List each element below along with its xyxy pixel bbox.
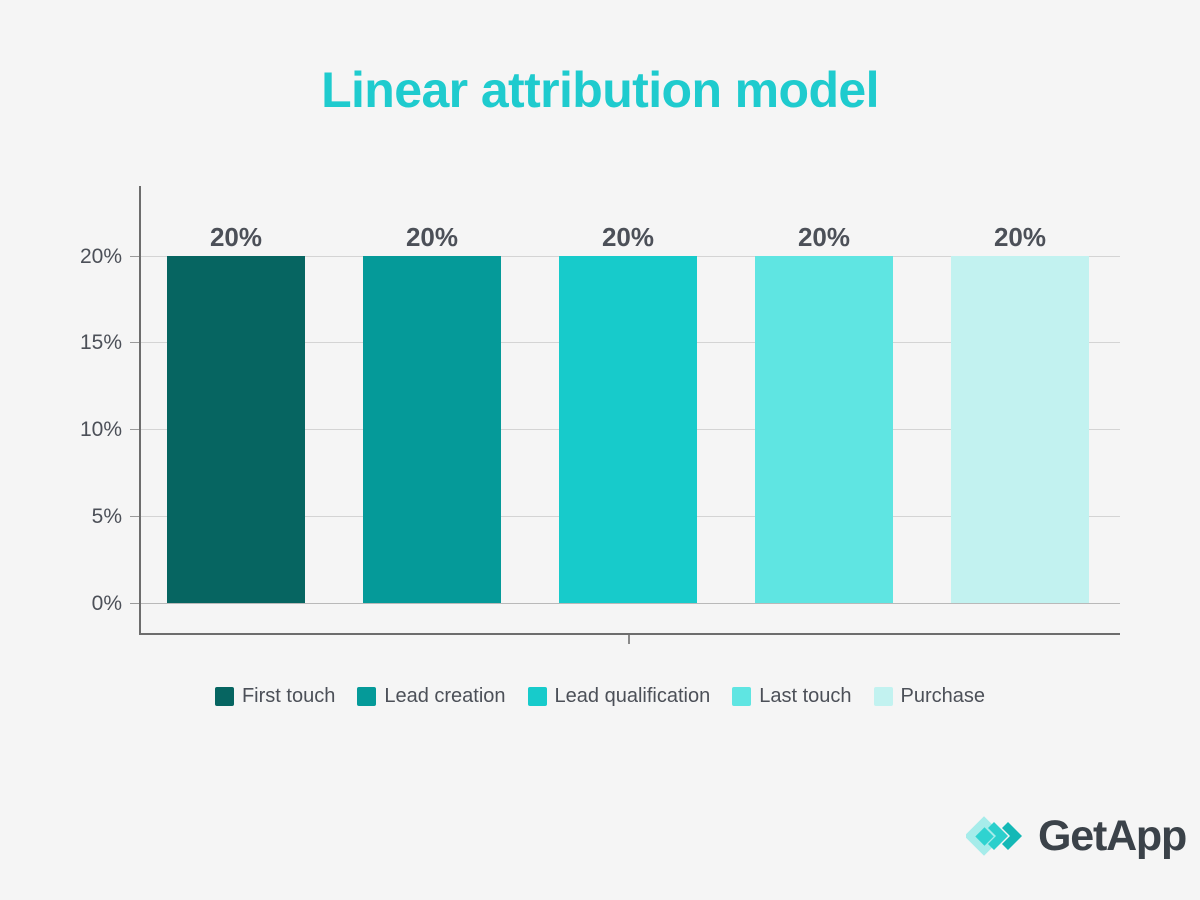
bar-purchase[interactable] — [951, 256, 1089, 603]
legend-label: Purchase — [900, 685, 986, 707]
bar-value-label-first-touch: 20% — [209, 222, 263, 252]
y-axis-label-0: 0% — [91, 592, 122, 615]
legend-label: First touch — [241, 685, 336, 707]
legend-item-purchase[interactable]: Purchase — [873, 684, 986, 708]
y-tick-mark-10 — [130, 429, 140, 430]
legend-label: Lead qualification — [554, 685, 711, 707]
legend-swatch-icon — [357, 686, 377, 706]
brand-wordmark: GetApp — [1038, 812, 1187, 860]
legend-swatch-icon — [732, 686, 752, 706]
legend-label: Last touch — [759, 685, 852, 707]
y-axis-label-5: 5% — [91, 505, 122, 528]
y-axis-label-10: 10% — [79, 418, 122, 441]
legend-swatch-icon — [873, 686, 893, 706]
y-tick-mark-20 — [130, 256, 140, 257]
getapp-logo-icon — [966, 816, 1022, 856]
legend-item-lead-qualification[interactable]: Lead qualification — [527, 684, 711, 708]
brand-logo: GetApp — [966, 810, 1187, 862]
bar-value-label-lead-qualification: 20% — [601, 222, 655, 252]
y-axis-line — [139, 186, 141, 604]
y-tick-mark-0 — [130, 603, 140, 604]
legend-item-last-touch[interactable]: Last touch — [732, 684, 852, 708]
y-axis-label-20: 20% — [79, 245, 122, 268]
bar-value-label-last-touch: 20% — [797, 222, 851, 252]
bar-lead-creation[interactable] — [363, 256, 501, 603]
legend-item-first-touch[interactable]: First touch — [214, 684, 336, 708]
x-axis-line — [139, 633, 1120, 635]
bar-last-touch[interactable] — [755, 256, 893, 603]
chart-legend: First touch Lead creation Lead qualifica… — [0, 684, 1200, 708]
bar-first-touch[interactable] — [167, 256, 305, 603]
y-tick-mark-5 — [130, 516, 140, 517]
x-axis-left-cap — [139, 604, 141, 635]
bar-value-label-lead-creation: 20% — [405, 222, 459, 252]
legend-swatch-icon — [527, 686, 547, 706]
legend-label: Lead creation — [384, 685, 506, 707]
legend-item-lead-creation[interactable]: Lead creation — [357, 684, 506, 708]
x-axis-center-tick — [628, 635, 630, 644]
y-axis-label-15: 15% — [79, 331, 122, 354]
gridline-0 — [141, 603, 1120, 604]
bar-value-label-purchase: 20% — [993, 222, 1047, 252]
legend-swatch-icon — [214, 686, 234, 706]
y-tick-mark-15 — [130, 342, 140, 343]
bar-lead-qualification[interactable] — [559, 256, 697, 603]
chart-title: Linear attribution model — [321, 62, 879, 118]
